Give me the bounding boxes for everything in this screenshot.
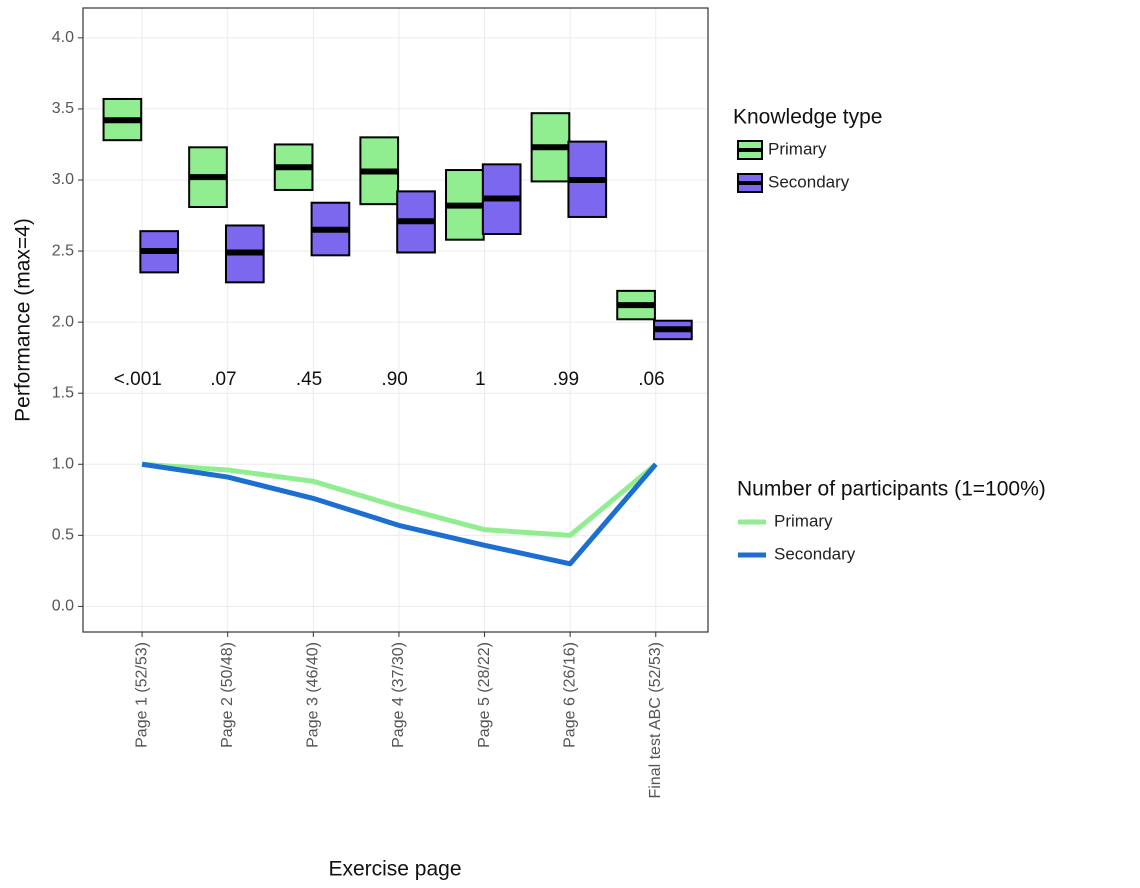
x-tick-label: Page 2 (50/48) (219, 642, 236, 748)
legend-label: Secondary (774, 544, 856, 563)
x-tick-label: Page 3 (46/40) (305, 642, 322, 748)
p-value: 1 (475, 369, 486, 390)
y-tick-label: 2.5 (52, 242, 74, 259)
x-axis-title: Exercise page (328, 858, 461, 881)
p-value: .45 (296, 369, 322, 390)
plot-border (82, 7, 709, 633)
plot-background (83, 8, 708, 632)
y-tick-label: 1.5 (52, 384, 74, 401)
p-value: .90 (381, 369, 407, 390)
x-tick-label: Page 5 (28/22) (476, 642, 493, 748)
y-axis-title: Performance (max=4) (12, 218, 35, 422)
p-value: .99 (553, 369, 579, 390)
x-tick-label: Page 6 (26/16) (561, 642, 578, 748)
p-value: <.001 (114, 369, 162, 390)
y-tick-label: 3.5 (52, 100, 74, 117)
y-tick-label: 2.0 (52, 313, 74, 330)
legend-title: Number of participants (1=100%) (737, 478, 1046, 501)
participant-line (141, 461, 658, 538)
legend-label: Secondary (768, 172, 850, 191)
y-tick-label: 0.5 (52, 527, 74, 544)
p-value: .07 (210, 369, 236, 390)
y-tick-label: 3.0 (52, 171, 74, 188)
y-tick-label: 4.0 (52, 29, 74, 46)
x-tick-label: Page 1 (52/53) (133, 642, 150, 748)
x-tick-label: Final test ABC (52/53) (647, 642, 664, 799)
y-tick-label: 0.0 (52, 598, 74, 615)
participant-line (141, 461, 658, 567)
legend-title: Knowledge type (733, 106, 882, 129)
x-tick-label: Page 4 (37/30) (390, 642, 407, 748)
legend-label: Primary (768, 139, 827, 158)
legend-label: Primary (774, 511, 833, 530)
y-tick-label: 1.0 (52, 455, 74, 472)
p-value: .06 (638, 369, 664, 390)
